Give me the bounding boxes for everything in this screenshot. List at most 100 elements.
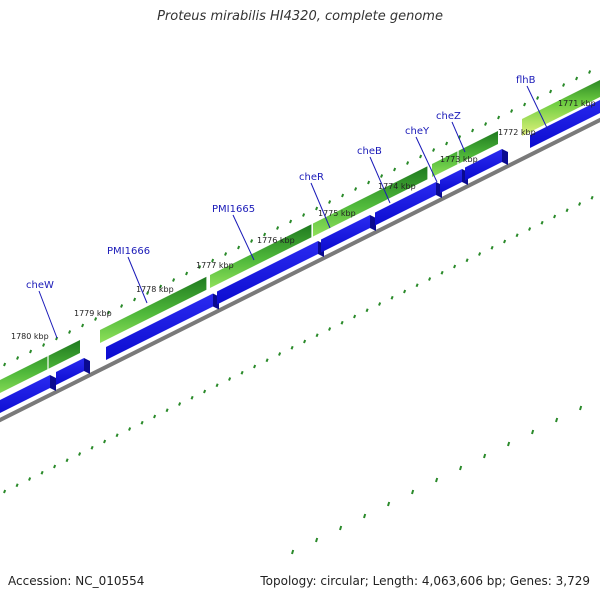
scale-tick	[328, 200, 332, 204]
scale-tick	[471, 128, 475, 133]
outer-tick	[555, 417, 559, 423]
lower-tick	[478, 252, 482, 256]
gene-leader-line	[526, 85, 549, 131]
outer-tick	[579, 405, 583, 411]
cds-block-edge	[370, 215, 376, 231]
scale-tick	[549, 89, 553, 94]
scale-tick	[367, 180, 371, 185]
lower-tick	[203, 389, 207, 394]
lower-tick	[315, 333, 319, 338]
lower-tick	[253, 364, 257, 369]
outer-tick	[459, 465, 463, 471]
outer-tick	[339, 525, 343, 531]
scale-tick	[315, 206, 319, 211]
lower-tick	[178, 402, 182, 406]
gene-block	[210, 224, 312, 288]
lower-tick	[515, 233, 519, 238]
scale-tick	[224, 252, 228, 256]
scale-tick	[16, 356, 20, 360]
gene-leader-line	[127, 256, 148, 304]
cds-block	[106, 293, 213, 360]
scale-tick	[562, 83, 566, 87]
outer-tick	[435, 477, 439, 483]
scale-tick	[354, 187, 358, 191]
scale-tick	[445, 141, 449, 146]
outer-tick	[315, 537, 319, 543]
gene-leader-line	[310, 182, 331, 229]
gene-label: PMI1666	[107, 246, 150, 257]
scale-label: 1771 kbp	[558, 99, 596, 108]
scale-tick	[146, 291, 150, 295]
scale-tick	[211, 258, 215, 263]
lower-tick	[453, 264, 457, 269]
lower-tick	[153, 414, 157, 419]
scale-tick	[81, 323, 85, 328]
scale-tick	[289, 219, 293, 224]
lower-tick	[490, 245, 494, 250]
scale-tick	[172, 278, 176, 282]
cds-block	[530, 100, 600, 148]
scale-tick	[419, 154, 423, 159]
cds-block	[440, 169, 462, 193]
scale-tick	[68, 330, 72, 334]
gene-label: PMI1665	[212, 204, 255, 215]
scale-tick	[3, 362, 7, 367]
scale-tick	[107, 310, 111, 315]
gene-label: flhB	[516, 75, 536, 86]
lower-tick	[353, 314, 357, 319]
scale-tick	[94, 317, 98, 321]
lower-tick	[428, 277, 432, 281]
lower-tick	[590, 195, 594, 200]
scale-tick	[510, 109, 514, 113]
gene-label: cheZ	[436, 111, 461, 122]
cds-block	[56, 358, 84, 385]
cds-block	[217, 241, 318, 305]
lower-tick	[290, 345, 294, 350]
lower-tick	[340, 320, 344, 325]
outer-tick	[411, 489, 415, 495]
cds-block-edge	[84, 358, 90, 374]
scale-tick	[29, 349, 33, 354]
lower-tick	[165, 408, 169, 413]
gene-leader-line	[415, 136, 438, 183]
lower-tick	[403, 289, 407, 294]
gene-label: cheY	[405, 126, 430, 137]
gene-label: cheW	[26, 280, 54, 291]
lower-tick	[140, 420, 144, 425]
scale-tick	[341, 193, 345, 198]
lower-tick	[565, 208, 569, 213]
lower-tick	[215, 383, 219, 388]
scale-label: 1780 kbp	[11, 332, 49, 341]
scale-label: 1772 kbp	[498, 128, 536, 137]
scale-tick	[42, 343, 46, 347]
lower-tick	[440, 270, 444, 275]
gene-leader-line	[38, 290, 58, 339]
lower-tick	[240, 370, 244, 375]
lower-tick	[3, 489, 7, 494]
genome-backbone	[0, 117, 600, 423]
lower-tick	[115, 433, 119, 438]
cds-block	[375, 182, 436, 226]
outer-tick	[531, 429, 535, 435]
lower-tick	[103, 439, 107, 444]
scale-tick	[263, 232, 267, 237]
scale-tick	[237, 245, 241, 250]
gene-label: cheB	[357, 146, 382, 157]
scale-tick	[497, 115, 501, 120]
outer-tick	[387, 501, 391, 507]
lower-tick	[40, 470, 44, 475]
scale-tick	[159, 284, 163, 289]
cds-block	[0, 375, 50, 413]
scale-tick	[575, 76, 579, 81]
lower-tick	[415, 283, 419, 288]
lower-tick	[303, 339, 307, 344]
scale-tick	[198, 265, 202, 269]
gene-block	[0, 340, 80, 393]
lower-tick	[390, 295, 394, 300]
lower-tick	[465, 258, 469, 263]
scale-tick	[120, 304, 124, 308]
accession-label: Accession: NC_010554	[8, 574, 145, 588]
scale-tick	[380, 174, 384, 178]
